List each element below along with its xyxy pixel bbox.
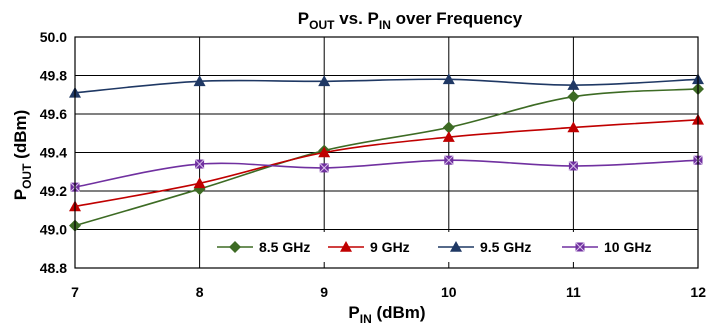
tick-labels: 48.8 49.0 49.2 49.4 49.6 49.8 50.0 7 8 9 10 11 12	[40, 29, 706, 300]
y-tick-label: 48.8	[40, 260, 67, 276]
x-tick-label: 11	[566, 284, 581, 300]
y-tick-label: 49.8	[40, 68, 67, 84]
y-tick-label: 49.0	[40, 222, 67, 238]
data-point	[193, 75, 206, 87]
legend-label: 10 GHz	[604, 239, 651, 255]
legend-marker	[229, 241, 241, 253]
data-point	[194, 159, 205, 169]
legend-marker	[340, 241, 352, 252]
y-tick-label: 49.2	[40, 183, 67, 199]
legend-label: 9 GHz	[370, 239, 410, 255]
series-9-5-ghz	[69, 73, 704, 98]
data-point	[193, 177, 206, 189]
plot-area-frame	[74, 36, 699, 269]
data-point	[318, 75, 331, 87]
series-10-ghz	[70, 155, 703, 193]
legend-label: 8.5 GHz	[259, 239, 310, 255]
legend-entry: 9.5 GHz	[438, 239, 531, 255]
data-point	[567, 90, 580, 103]
series-9-ghz	[69, 113, 704, 212]
legend-entry: 8.5 GHz	[217, 239, 310, 255]
legend: 8.5 GHz 9 GHz 9.5 GHz 10 GHz	[207, 232, 685, 262]
y-axis-title: POUT (dBm)	[11, 110, 34, 201]
legend-entry: 9 GHz	[328, 239, 410, 255]
legend-entry: 10 GHz	[562, 239, 651, 255]
series-line	[74, 88, 699, 227]
data-point	[318, 146, 331, 158]
x-tick-label: 12	[690, 284, 706, 300]
legend-marker	[450, 241, 462, 252]
series-line	[74, 159, 699, 188]
legend-label: 9.5 GHz	[480, 239, 531, 255]
legend-marker	[575, 242, 585, 252]
x-tick-label: 9	[320, 284, 328, 300]
series-line	[74, 118, 699, 208]
x-tick-label: 10	[441, 284, 457, 300]
data-point	[568, 161, 579, 171]
series-line	[74, 78, 699, 94]
data-point	[442, 131, 455, 142]
data-point	[442, 121, 455, 134]
y-tick-label: 49.6	[40, 106, 67, 122]
data-point	[443, 155, 454, 166]
series-8-5-ghz	[69, 82, 704, 232]
y-tick-label: 50.0	[40, 29, 67, 45]
data-point	[567, 121, 580, 133]
x-tick-label: 8	[196, 284, 204, 300]
chart-title: POUT vs. PIN over Frequency	[298, 9, 523, 32]
data-point	[442, 73, 455, 85]
y-tick-label: 49.4	[40, 145, 67, 161]
x-axis-title: PIN (dBm)	[348, 303, 425, 326]
x-tick-label: 7	[71, 284, 79, 300]
data-point	[319, 163, 330, 173]
data-point	[567, 79, 580, 90]
